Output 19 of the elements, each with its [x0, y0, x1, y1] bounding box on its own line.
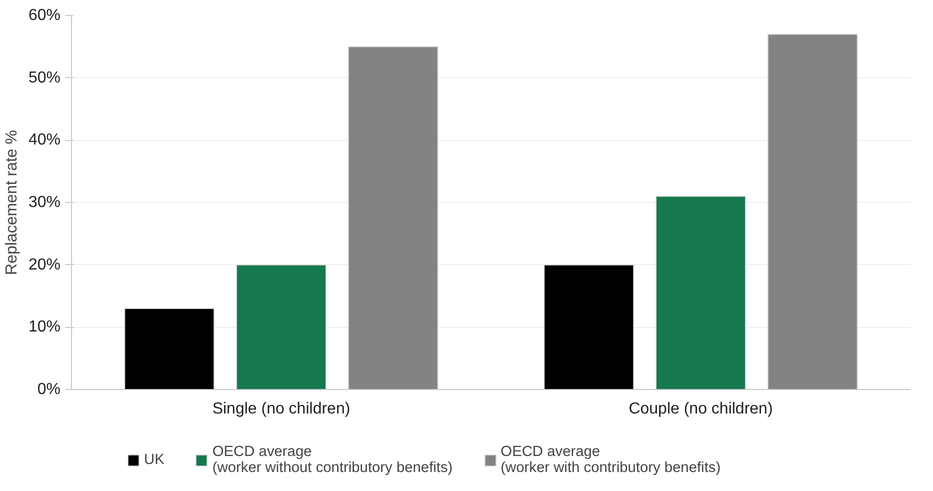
y-tick-label: 10%: [28, 318, 61, 336]
x-tick-label: Single (no children): [212, 400, 350, 418]
x-tick-label: Couple (no children): [628, 400, 773, 418]
bar: [544, 264, 634, 390]
bar: [236, 264, 326, 390]
bar: [348, 46, 438, 390]
legend-label: UK: [144, 452, 164, 468]
legend-label: OECD average (worker with contributory benefits): [500, 444, 721, 476]
y-tick-label: 0%: [37, 381, 60, 398]
y-tick-label: 60%: [28, 7, 61, 24]
bar: [656, 196, 746, 390]
y-tick-label: 50%: [28, 69, 61, 86]
y-tick-label: 20%: [28, 256, 61, 274]
y-tick-label: 30%: [28, 194, 61, 211]
y-tick-label: 40%: [28, 132, 61, 149]
bar: [767, 34, 858, 390]
bar: [124, 308, 215, 390]
y-axis-title: Replacement rate %: [3, 130, 20, 275]
legend-label: OECD average (worker without contributory benefits): [212, 444, 453, 476]
